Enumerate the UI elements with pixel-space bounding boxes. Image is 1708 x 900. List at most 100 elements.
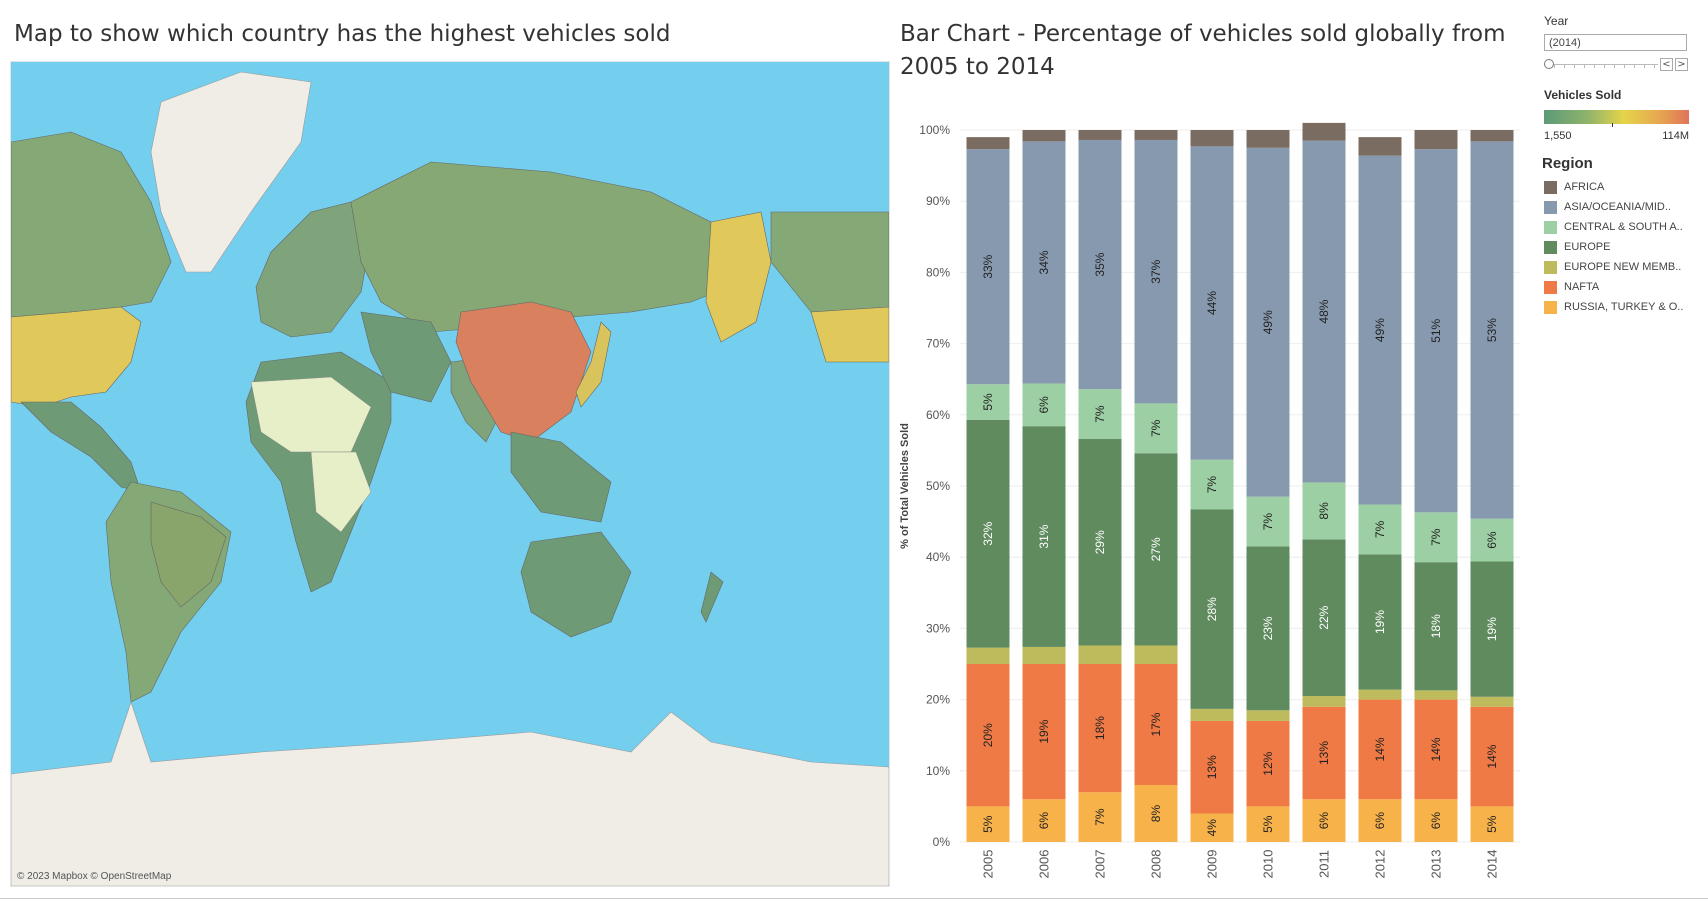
data-label: 6% [1485, 531, 1499, 549]
middle-east-region [360, 311, 452, 403]
bar-segment [1470, 706, 1514, 807]
next-year-button[interactable]: > [1675, 58, 1688, 71]
bar-segment [966, 806, 1010, 842]
x-tick-label: 2008 [1149, 850, 1164, 879]
bar-segment [1358, 137, 1402, 156]
bar-segment [1246, 720, 1290, 807]
bar-segment [1022, 426, 1066, 647]
previous-year-button[interactable]: < [1660, 58, 1673, 71]
data-label: 7% [1205, 476, 1219, 494]
data-label: 7% [1373, 520, 1387, 538]
x-tick-label: 2011 [1317, 850, 1332, 878]
brazil-region [150, 501, 227, 608]
legend-label: RUSSIA, TURKEY & O.. [1564, 301, 1684, 313]
data-label: 28% [1205, 597, 1219, 621]
bar-segment [1414, 699, 1458, 800]
data-label: 22% [1317, 605, 1331, 629]
bar-segment [1022, 130, 1066, 142]
bar-segment [1022, 799, 1066, 842]
bar-segment [1358, 155, 1402, 505]
data-label: 19% [1485, 617, 1499, 641]
bar-segment [1190, 720, 1234, 814]
y-tick-label: 60% [926, 408, 950, 422]
legend-swatch [1544, 180, 1557, 194]
data-label: 29% [1093, 530, 1107, 554]
map-attribution[interactable]: © 2023 Mapbox © OpenStreetMap [17, 871, 172, 882]
russia-region [350, 161, 742, 333]
data-label: 8% [1149, 805, 1163, 823]
bar-segment [1414, 690, 1458, 700]
data-label: 7% [1149, 419, 1163, 437]
map-canvas [11, 71, 889, 886]
bar-segment [1078, 792, 1122, 842]
x-tick-label: 2005 [981, 850, 996, 879]
bar-segment [1022, 664, 1066, 800]
bar-segment [1246, 806, 1290, 842]
legend-label: EUROPE [1564, 241, 1611, 253]
legend-item[interactable]: EUROPE NEW MEMB.. [1544, 257, 1683, 277]
vehicles-sold-color-ramp [1544, 110, 1689, 124]
legend-item[interactable]: CENTRAL & SOUTH A.. [1544, 217, 1683, 237]
data-label: 13% [1205, 755, 1219, 779]
legend-swatch [1544, 280, 1557, 294]
data-label: 32% [981, 521, 995, 545]
data-label: 14% [1429, 737, 1443, 761]
bar-segment [1190, 130, 1234, 147]
y-tick-label: 50% [926, 479, 950, 493]
legend-item[interactable]: RUSSIA, TURKEY & O.. [1544, 297, 1683, 317]
year-filter-dropdown[interactable]: (2014) [1544, 34, 1687, 51]
y-tick-label: 10% [926, 764, 950, 778]
data-label: 5% [981, 393, 995, 411]
year-slider[interactable] [1544, 59, 1659, 71]
bar-segment [1470, 806, 1514, 842]
legend-item[interactable]: NAFTA [1544, 277, 1683, 297]
data-label: 31% [1037, 524, 1051, 548]
data-label: 6% [1373, 812, 1387, 830]
data-label: 49% [1261, 310, 1275, 334]
australia-region [520, 531, 632, 638]
data-label: 5% [1261, 815, 1275, 833]
data-label: 19% [1037, 719, 1051, 743]
bar-segment [1190, 813, 1234, 842]
bar-segment [1190, 509, 1234, 709]
bar-segment [1078, 439, 1122, 646]
bar-segment [966, 647, 1010, 664]
year-filter-label: Year [1544, 14, 1569, 28]
bar-segment [1246, 546, 1290, 711]
data-label: 27% [1149, 537, 1163, 561]
data-label: 53% [1485, 318, 1499, 342]
x-tick-label: 2014 [1485, 850, 1500, 879]
bar-segment [1358, 699, 1402, 800]
bar-segment [1302, 706, 1346, 800]
bar-segment [966, 664, 1010, 807]
world-map[interactable]: © 2023 Mapbox © OpenStreetMap [10, 61, 890, 887]
data-label: 18% [1429, 614, 1443, 638]
legend-item[interactable]: EUROPE [1544, 237, 1683, 257]
x-tick-label: 2006 [1037, 850, 1052, 879]
slider-handle[interactable] [1544, 59, 1554, 69]
bar-segment [1414, 799, 1458, 842]
bar-segment [1134, 645, 1178, 664]
data-label: 23% [1261, 616, 1275, 640]
bar-segment [1246, 130, 1290, 148]
new-zealand-region [700, 571, 724, 623]
y-tick-label: 80% [926, 265, 950, 279]
bar-segment [1022, 646, 1066, 664]
data-label: 14% [1373, 737, 1387, 761]
bar-segment [1470, 696, 1514, 707]
bar-segment [1358, 799, 1402, 842]
bar-segment [1302, 799, 1346, 842]
bar-segment [1302, 482, 1346, 540]
slider-ticks [1554, 64, 1658, 68]
bar-segment [1134, 139, 1178, 404]
legend-swatch [1544, 260, 1557, 274]
bar-segment [1134, 453, 1178, 646]
legend-item[interactable]: AFRICA [1544, 177, 1683, 197]
vehicles-sold-min: 1,550 [1544, 130, 1572, 142]
y-axis-title: % of Total Vehicles Sold [899, 423, 911, 549]
bar-segment [1470, 518, 1514, 562]
bar-segment [1022, 383, 1066, 427]
bar-segment [1302, 140, 1346, 483]
legend-item[interactable]: ASIA/OCEANIA/MID.. [1544, 197, 1683, 217]
data-label: 34% [1037, 250, 1051, 274]
